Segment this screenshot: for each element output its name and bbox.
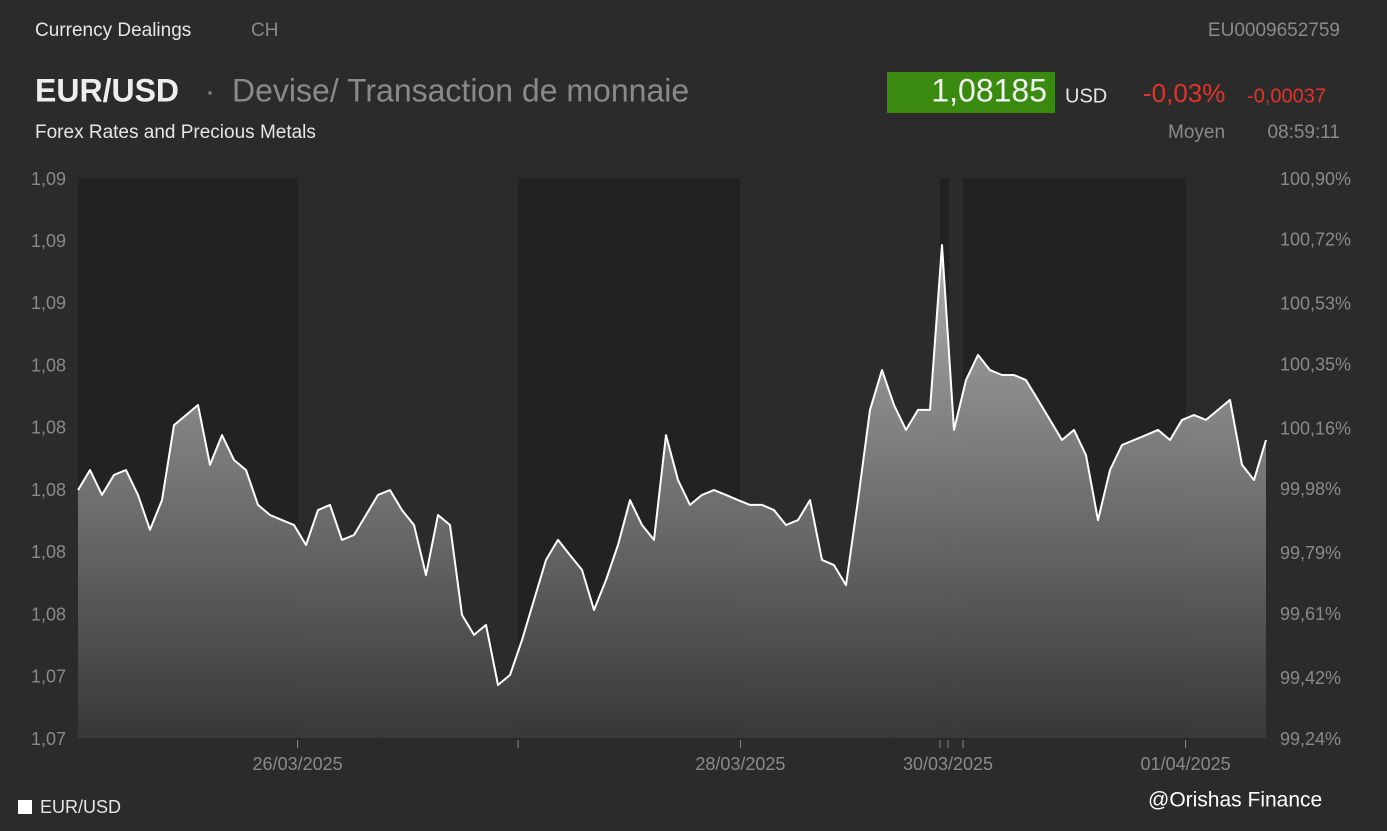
y2-tick-label: 99,42%: [1280, 668, 1341, 688]
y-tick-label: 1,07: [31, 729, 66, 749]
symbol: EUR/USD: [35, 72, 179, 108]
x-tick-label: 01/04/2025: [1141, 754, 1231, 774]
x-tick-label: 30/03/2025: [903, 754, 993, 774]
y2-tick-label: 100,53%: [1280, 294, 1351, 314]
y-tick-label: 1,09: [31, 231, 66, 251]
legend-label: EUR/USD: [40, 797, 121, 817]
plot: [77, 244, 1267, 738]
legend-swatch: [18, 800, 32, 814]
time: 08:59:11: [1267, 122, 1340, 143]
y2-tick-label: 99,98%: [1280, 479, 1341, 499]
description: Devise/ Transaction de monnaie: [232, 72, 689, 108]
price-box: [887, 72, 1055, 113]
y-tick-label: 1,08: [31, 604, 66, 624]
line: [77, 244, 1267, 686]
separator: ·: [205, 75, 215, 108]
watermark: @Orishas Finance: [1148, 789, 1322, 812]
y2-tick-label: 99,79%: [1280, 543, 1341, 563]
currency: USD: [1065, 85, 1107, 107]
subtitle: Forex Rates and Precious Metals: [35, 122, 316, 143]
y-tick-label: 1,09: [31, 169, 66, 189]
y-tick-label: 1,08: [31, 355, 66, 375]
y-tick-label: 1,08: [31, 480, 66, 500]
area: [78, 245, 1266, 738]
x-tick-label: 28/03/2025: [695, 754, 785, 774]
y-tick-label: 1,07: [31, 667, 66, 687]
y2-tick-label: 100,72%: [1280, 229, 1351, 249]
y-tick-label: 1,08: [31, 418, 66, 438]
country: CH: [251, 20, 278, 41]
isin: EU0009652759: [1208, 20, 1340, 41]
source: Currency Dealings: [35, 20, 191, 41]
price: 1,08185: [931, 72, 1047, 108]
y2-tick-label: 100,16%: [1280, 418, 1351, 438]
change-abs: -0,00037: [1247, 85, 1326, 107]
y-tick-label: 1,08: [31, 542, 66, 562]
y2-tick-label: 99,24%: [1280, 729, 1341, 749]
y2-tick-label: 100,90%: [1280, 169, 1351, 189]
y-tick-label: 1,09: [31, 293, 66, 313]
y2-tick-label: 99,61%: [1280, 604, 1341, 624]
price-type: Moyen: [1168, 122, 1225, 143]
change-pct: -0,03%: [1143, 78, 1225, 108]
y2-tick-label: 100,35%: [1280, 354, 1351, 374]
x-tick-label: 26/03/2025: [253, 754, 343, 774]
